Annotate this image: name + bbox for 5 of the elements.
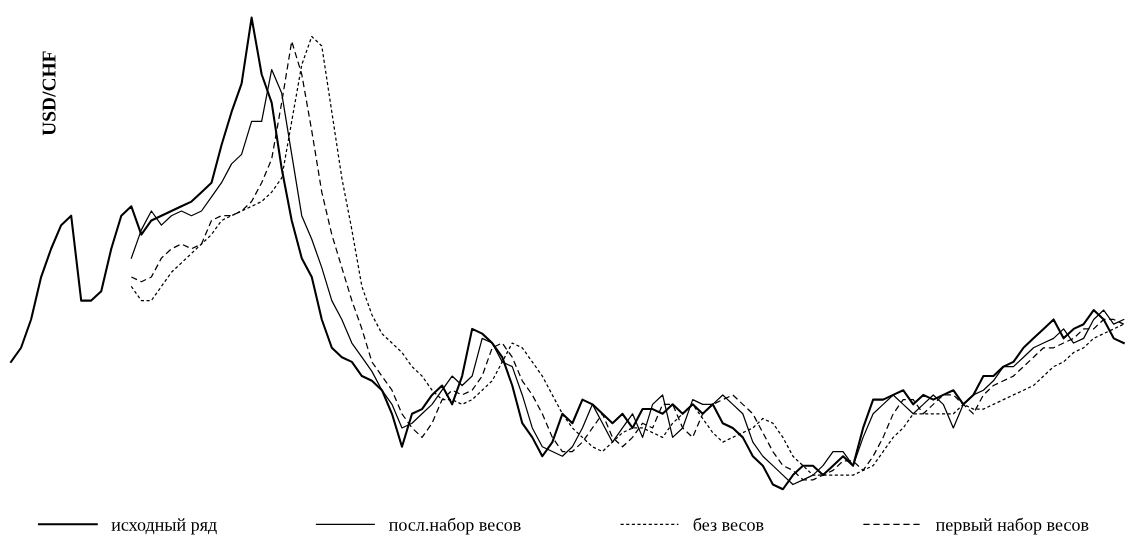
legend-label: посл.набор весов: [389, 517, 521, 535]
y-axis-title: USD/CHF: [42, 51, 56, 136]
legend-label: первый набор весов: [935, 517, 1089, 535]
legend-label: без весов: [693, 517, 764, 531]
legend-label: исходный ряд: [111, 518, 217, 535]
